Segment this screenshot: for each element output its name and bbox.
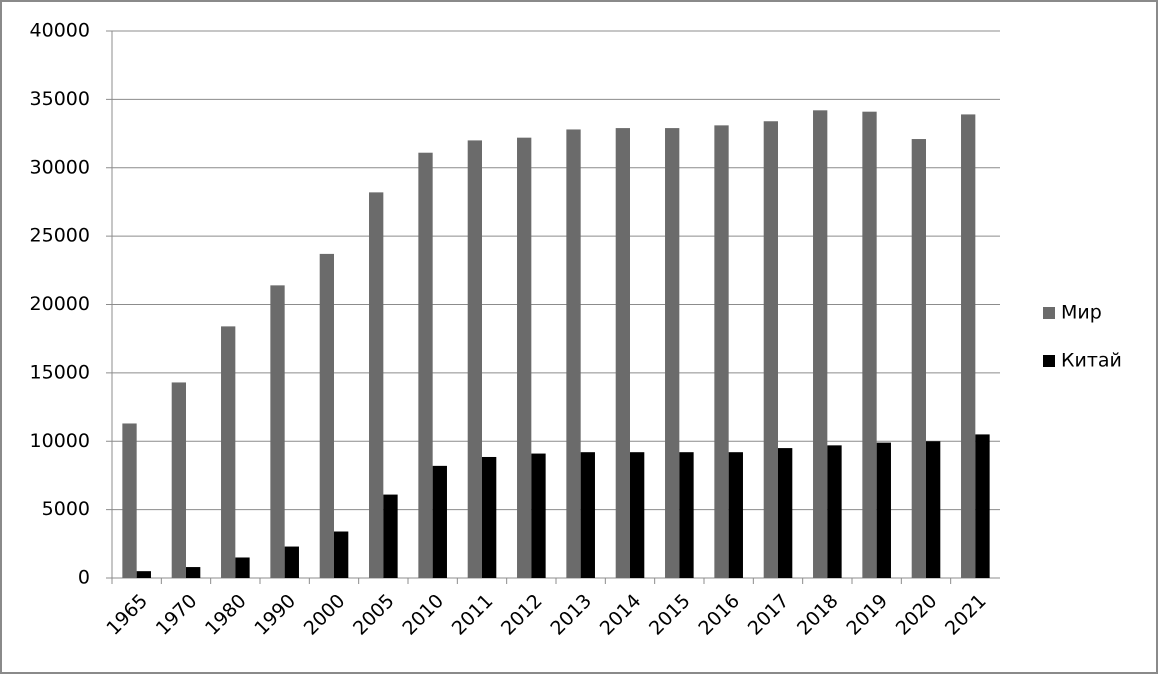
legend-swatch bbox=[1043, 307, 1055, 319]
bar bbox=[482, 456, 497, 578]
bar bbox=[171, 382, 186, 578]
y-tick-label: 25000 bbox=[30, 225, 90, 247]
bar bbox=[186, 567, 201, 578]
y-tick-label: 35000 bbox=[30, 88, 90, 110]
bar bbox=[630, 452, 645, 578]
bar bbox=[235, 557, 250, 578]
bar bbox=[122, 423, 137, 578]
bar bbox=[580, 452, 595, 578]
bar bbox=[714, 125, 729, 579]
bar bbox=[270, 285, 285, 578]
bar bbox=[432, 465, 447, 578]
bar bbox=[665, 128, 680, 578]
bar bbox=[961, 114, 976, 578]
bar bbox=[284, 546, 299, 578]
bar bbox=[517, 137, 532, 579]
bar bbox=[319, 253, 334, 578]
y-tick-label: 0 bbox=[78, 567, 90, 589]
y-tick-label: 5000 bbox=[42, 498, 90, 520]
bar bbox=[862, 111, 877, 579]
bar bbox=[566, 129, 581, 578]
bar bbox=[615, 128, 630, 578]
bar bbox=[911, 139, 926, 578]
bar bbox=[778, 448, 793, 578]
bar bbox=[926, 441, 941, 578]
bar bbox=[136, 571, 151, 578]
bar bbox=[813, 110, 828, 578]
y-tick-label: 30000 bbox=[30, 156, 90, 178]
legend-swatch bbox=[1043, 355, 1055, 367]
bar bbox=[728, 452, 743, 578]
y-tick-label: 40000 bbox=[30, 20, 90, 42]
bar bbox=[467, 140, 482, 578]
legend-label: Китай bbox=[1061, 350, 1122, 372]
bar bbox=[418, 152, 433, 578]
legend-label: Мир bbox=[1061, 302, 1102, 324]
bar bbox=[531, 453, 546, 578]
bar bbox=[221, 326, 236, 578]
bar bbox=[827, 445, 842, 578]
bar bbox=[383, 494, 398, 578]
bar bbox=[334, 531, 349, 578]
bar bbox=[763, 121, 778, 578]
bar bbox=[975, 434, 990, 578]
bar bbox=[876, 442, 891, 578]
y-tick-label: 20000 bbox=[30, 293, 90, 315]
y-tick-label: 10000 bbox=[30, 430, 90, 452]
bar bbox=[679, 452, 694, 578]
y-tick-label: 15000 bbox=[30, 361, 90, 383]
bar bbox=[369, 192, 384, 579]
